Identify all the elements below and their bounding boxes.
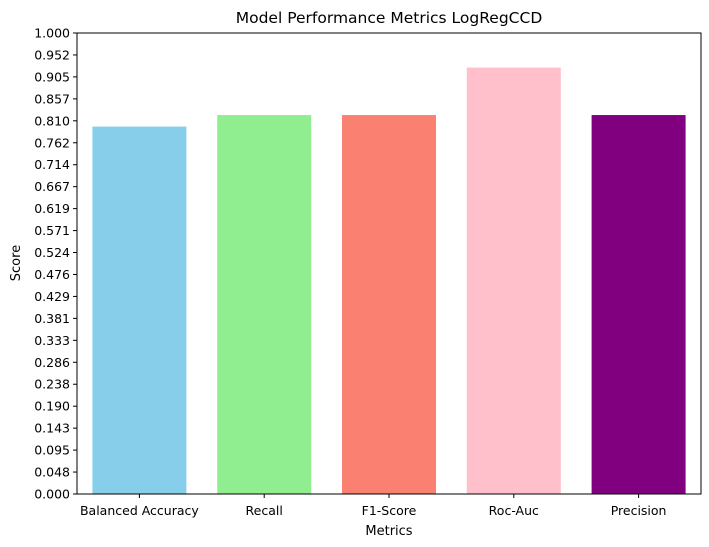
bar-precision (591, 115, 686, 495)
y-tick-label: 0.238 (34, 377, 70, 392)
y-tick-label: 0.095 (34, 443, 70, 458)
bar-roc-auc (466, 67, 561, 494)
x-tick-label: F1-Score (362, 503, 417, 518)
x-tick-label: Roc-Auc (489, 503, 539, 518)
y-tick-label: 0.190 (34, 399, 70, 414)
y-tick-label: 0.762 (34, 135, 70, 150)
x-tick-label: Precision (611, 503, 667, 518)
x-tick-label: Recall (246, 503, 283, 518)
bar-balanced-accuracy (92, 126, 187, 494)
x-axis-label: Metrics (365, 524, 412, 539)
y-tick-label: 1.000 (34, 26, 70, 41)
y-tick-label: 0.048 (34, 465, 70, 480)
y-tick-label: 0.524 (34, 245, 70, 260)
y-tick-label: 0.000 (34, 487, 70, 502)
y-axis-label: Score (9, 245, 24, 281)
y-tick-label: 0.571 (34, 223, 70, 238)
y-tick-label: 0.429 (34, 289, 70, 304)
y-tick-label: 0.476 (34, 267, 70, 282)
y-axis: 0.000 0.048 0.095 0.143 0.190 0.238 0.286 0.333… (34, 26, 77, 502)
y-tick-label: 0.143 (34, 421, 70, 436)
y-tick-label: 0.714 (34, 157, 70, 172)
x-tick-label: Balanced Accuracy (80, 503, 199, 518)
chart-title: Model Performance Metrics LogRegCCD (236, 9, 543, 27)
y-tick-label: 0.952 (34, 47, 70, 62)
y-tick-label: 0.905 (34, 69, 70, 84)
y-tick-label: 0.667 (34, 179, 70, 194)
x-axis: Balanced Accuracy Recall F1-Score Roc-Auc Pr… (80, 494, 667, 518)
y-tick-label: 0.286 (34, 355, 70, 370)
y-tick-label: 0.810 (34, 113, 70, 128)
bar-f1-score (342, 115, 436, 495)
bars-group (92, 67, 686, 495)
y-tick-label: 0.381 (34, 311, 70, 326)
y-tick-label: 0.333 (34, 333, 70, 348)
bar-recall (217, 115, 312, 495)
y-tick-label: 0.619 (34, 201, 70, 216)
y-tick-label: 0.857 (34, 91, 70, 106)
